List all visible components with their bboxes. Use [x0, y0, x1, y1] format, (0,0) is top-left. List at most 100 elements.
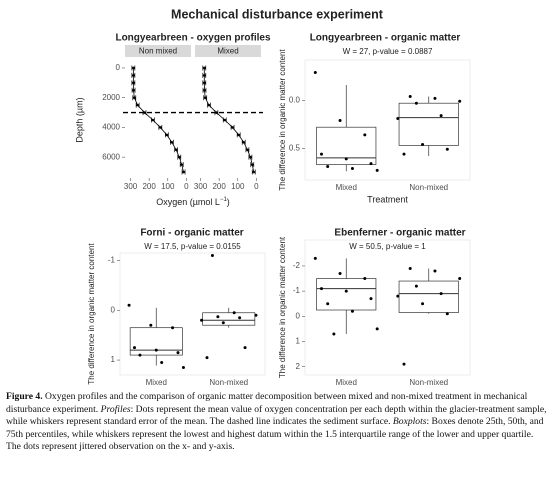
y-tick-label: 2 [296, 362, 301, 371]
jitter-point [344, 289, 348, 293]
jitter-point [363, 277, 367, 281]
jitter-point [181, 366, 185, 370]
jitter-point [176, 351, 180, 355]
jitter-point [396, 294, 400, 298]
jitter-point [138, 353, 142, 357]
y-tick-label: 0.0 [289, 95, 301, 104]
jitter-point [458, 99, 462, 103]
jitter-point [439, 114, 443, 118]
y-axis-label: The difference in organic matter content [278, 236, 287, 378]
y-tick-label: 1 [296, 337, 301, 346]
jitter-point [205, 356, 209, 360]
jitter-point [344, 157, 348, 161]
panel-title: Ebenferner - organic matter [334, 228, 465, 239]
jitter-point [402, 362, 406, 366]
box [316, 278, 377, 311]
jitter-point [320, 152, 323, 156]
jitter-point [433, 269, 437, 273]
y-tick-label: 6000 [102, 152, 120, 161]
caption-text: Oxygen profiles and the comparison of or… [6, 391, 528, 415]
jitter-point [338, 271, 342, 275]
jitter-point [414, 284, 418, 288]
y-axis-label: Depth (µm) [74, 97, 84, 142]
y-axis-label: The difference in organic matter content [87, 243, 96, 385]
jitter-point [332, 332, 336, 336]
profile-point [180, 163, 184, 166]
jitter-point [414, 101, 418, 105]
x-axis-label: Treatment [172, 389, 213, 390]
profile-point [159, 126, 162, 129]
jitter-point [433, 96, 437, 100]
jitter-point [127, 303, 131, 307]
profile-point [132, 88, 135, 92]
panel-border [119, 252, 266, 376]
jitter-point [445, 312, 449, 316]
profile-line [203, 67, 255, 173]
box [398, 280, 459, 313]
facet-label: Non mixed [139, 47, 177, 56]
profile-point [177, 155, 181, 159]
x-axis-label-part: Oxygen (µmol L [156, 197, 220, 207]
profile-point [203, 96, 207, 99]
y-tick-label: 0 [296, 311, 301, 320]
jitter-point [458, 277, 462, 281]
profile-point [202, 74, 206, 77]
jitter-point [396, 117, 400, 121]
jitter-point [421, 142, 425, 146]
jitter-point [232, 311, 236, 315]
x-tick-label: 100 [161, 182, 175, 191]
jitter-point [154, 348, 158, 352]
jitter-point [408, 266, 412, 270]
jitter-point [375, 327, 379, 331]
y-tick-label: 0 [116, 63, 121, 72]
caption-text: Profiles [100, 403, 131, 415]
profile-point [231, 126, 234, 129]
facet-strip [195, 45, 261, 57]
jitter-point [350, 166, 354, 170]
jitter-point [326, 165, 330, 169]
facet-label: Mixed [217, 47, 238, 56]
x-axis-label: Oxygen (µmol L−1) [156, 197, 230, 208]
jitter-point [375, 168, 379, 172]
y-tick-label: 2000 [102, 93, 120, 102]
x-tick-label: 200 [142, 182, 156, 191]
x-tick-label: 0 [254, 182, 259, 191]
y-tick-label: 0.5 [289, 143, 301, 152]
profile-point [250, 163, 254, 166]
caption-text: Boxplots [392, 416, 427, 428]
x-tick-label: Mixed [336, 183, 357, 192]
jitter-point [402, 152, 406, 156]
jitter-point [320, 287, 323, 291]
jitter-point [238, 316, 242, 320]
profile-point [132, 96, 136, 99]
figure-title: Mechanical disturbance experiment [171, 7, 384, 21]
profile-point [170, 141, 174, 144]
box [202, 312, 256, 326]
x-axis-label-part: ) [227, 197, 230, 207]
y-tick-label: -1 [293, 286, 301, 295]
jitter-point [445, 147, 449, 151]
caption: Figure 4. Oxygen profiles and the compar… [6, 391, 548, 454]
box [398, 102, 459, 146]
y-tick-label: 4000 [102, 123, 120, 132]
jitter-point [313, 70, 317, 74]
profile-point [237, 133, 240, 137]
y-tick-label: 1 [111, 355, 116, 364]
profile-point [136, 103, 139, 107]
x-tick-label: 300 [124, 182, 138, 191]
jitter-point [254, 313, 258, 317]
x-tick-label: Mixed [336, 378, 357, 387]
profile-point [252, 170, 256, 174]
caption-text: : Dots represent the mean value of oxyge… [6, 403, 547, 428]
jitter-point [243, 346, 247, 350]
figure: Mechanical disturbance experiment Longye… [74, 7, 471, 390]
profile-point [246, 148, 249, 152]
profile-point [207, 103, 211, 107]
caption-label: Figure 4. [6, 391, 43, 402]
y-tick-label: 0 [111, 305, 116, 314]
x-tick-label: 0 [184, 182, 189, 191]
jitter-point [149, 323, 153, 327]
profile-point [165, 133, 169, 137]
panel-title: Forni - organic matter [140, 228, 243, 239]
profile-point [203, 88, 206, 92]
